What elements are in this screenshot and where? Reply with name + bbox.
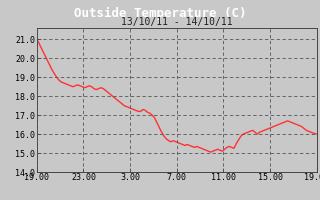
Title: 13/10/11 - 14/10/11: 13/10/11 - 14/10/11 (121, 17, 233, 27)
Text: Outside Temperature (C): Outside Temperature (C) (74, 6, 246, 20)
